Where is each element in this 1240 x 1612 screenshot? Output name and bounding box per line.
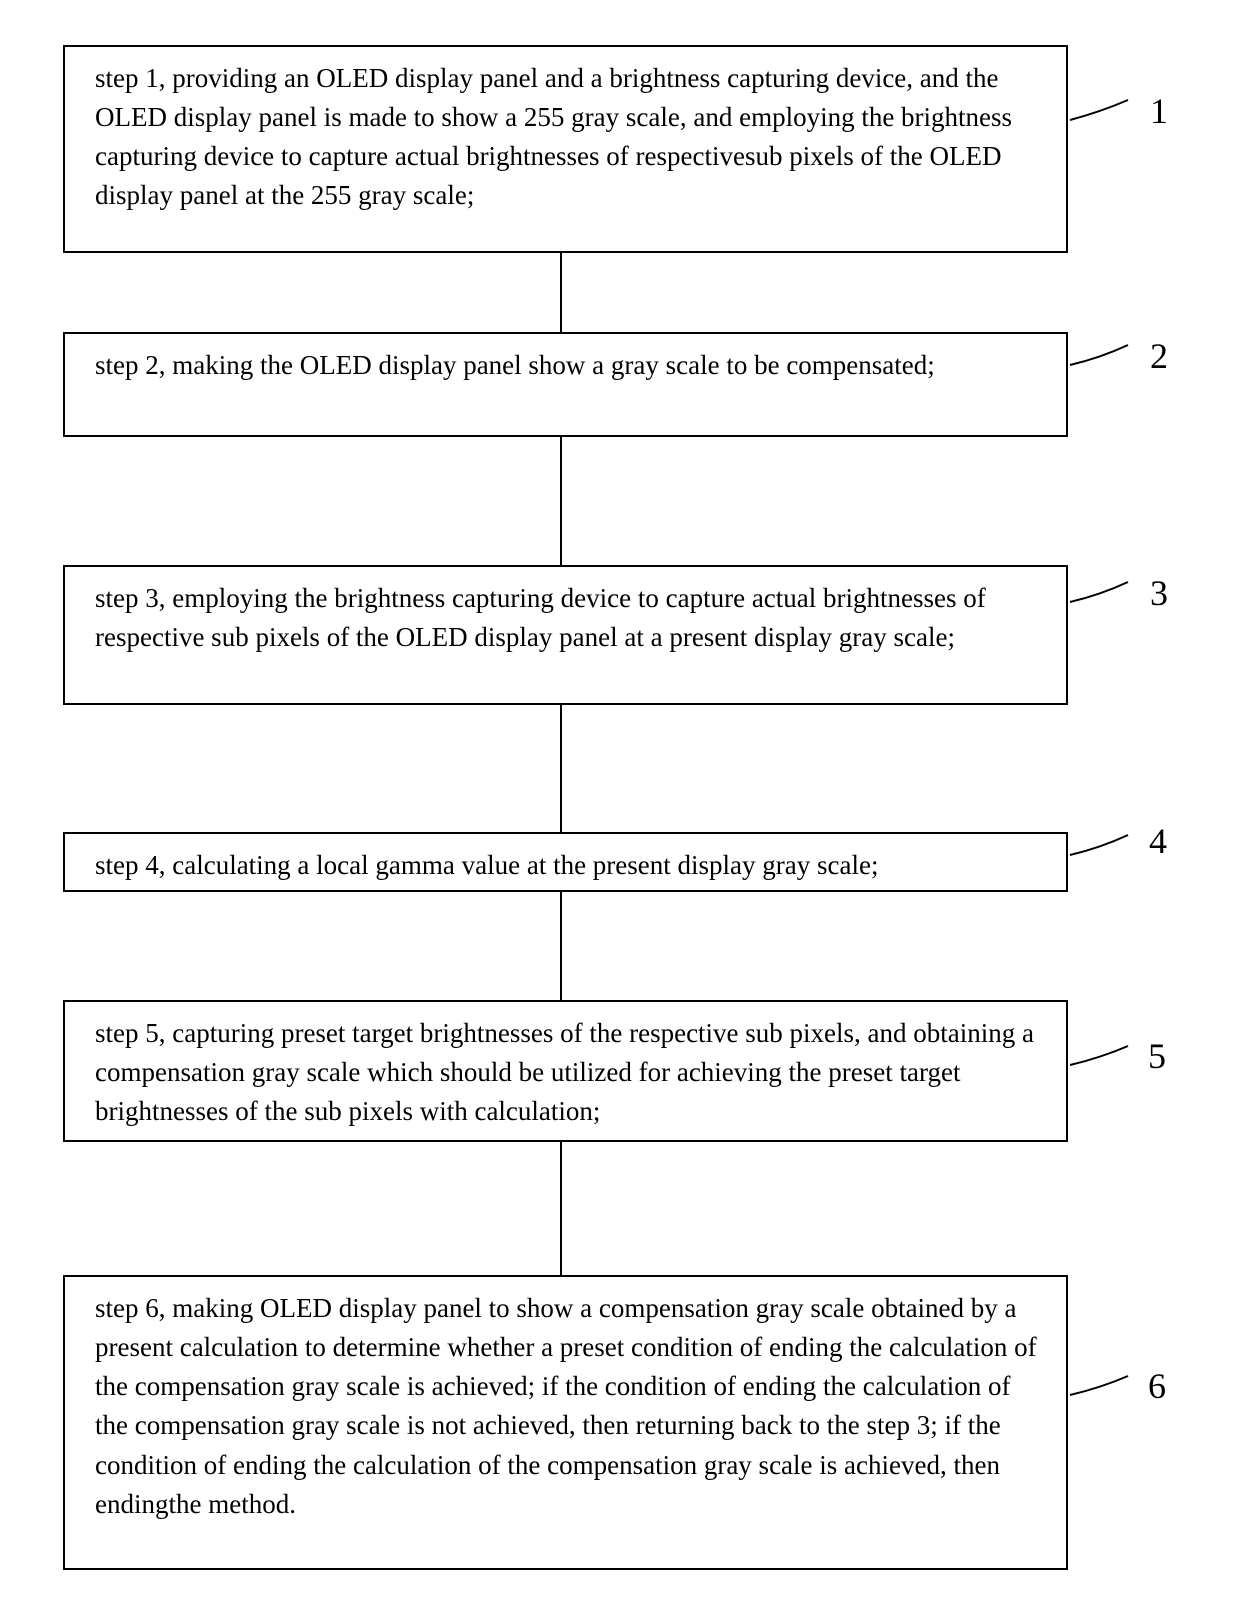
step-box-5: step 5, capturing preset target brightne… <box>63 1000 1068 1142</box>
step-text-4: step 4, calculating a local gamma value … <box>95 850 878 880</box>
step-label-4: 4 <box>1149 820 1167 862</box>
step-text-5: step 5, capturing preset target brightne… <box>95 1018 1034 1126</box>
connector-1-2 <box>560 253 562 332</box>
step-text-2: step 2, making the OLED display panel sh… <box>95 350 935 380</box>
step-box-6: step 6, making OLED display panel to sho… <box>63 1275 1068 1570</box>
flowchart-container: step 1, providing an OLED display panel … <box>0 0 1240 1612</box>
step-box-4: step 4, calculating a local gamma value … <box>63 832 1068 892</box>
step-label-3: 3 <box>1150 572 1168 614</box>
step-label-5: 5 <box>1148 1035 1166 1077</box>
step-text-6: step 6, making OLED display panel to sho… <box>95 1293 1037 1519</box>
step-label-1: 1 <box>1150 90 1168 132</box>
connector-4-5 <box>560 892 562 1000</box>
step-box-3: step 3, employing the brightness capturi… <box>63 565 1068 705</box>
connector-5-6 <box>560 1142 562 1275</box>
step-box-1: step 1, providing an OLED display panel … <box>63 45 1068 253</box>
connector-2-3 <box>560 437 562 565</box>
step-box-2: step 2, making the OLED display panel sh… <box>63 332 1068 437</box>
step-text-1: step 1, providing an OLED display panel … <box>95 63 1012 210</box>
connector-3-4 <box>560 705 562 832</box>
step-text-3: step 3, employing the brightness capturi… <box>95 583 986 652</box>
step-label-2: 2 <box>1150 335 1168 377</box>
step-label-6: 6 <box>1148 1365 1166 1407</box>
